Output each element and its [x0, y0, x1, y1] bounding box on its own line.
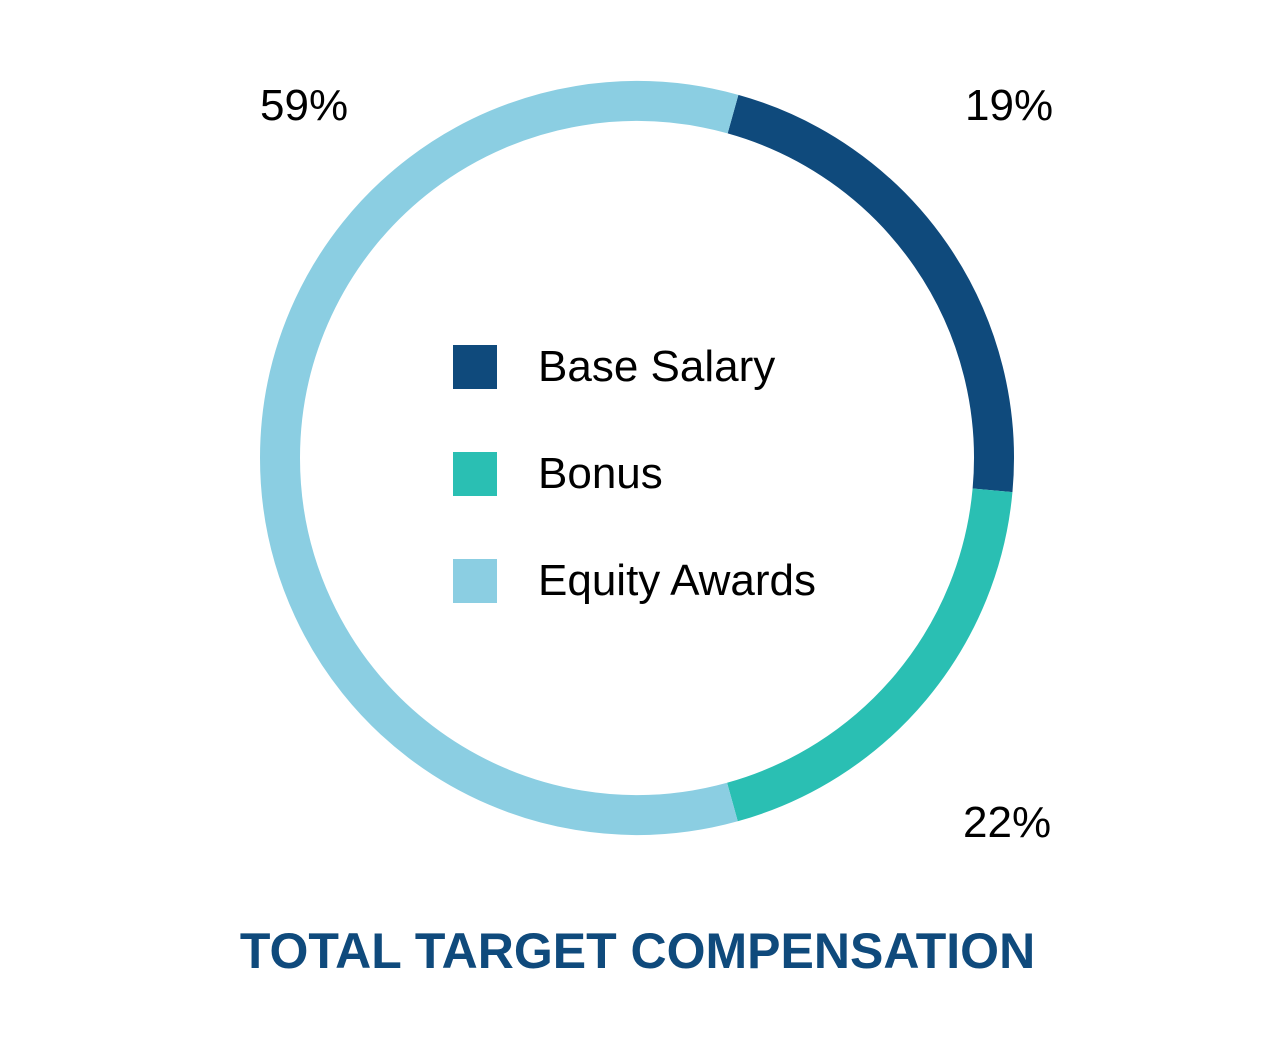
chart-title: TOTAL TARGET COMPENSATION: [239, 923, 1036, 979]
legend-item-bonus: Bonus: [453, 451, 816, 497]
bonus-swatch: [453, 452, 497, 496]
legend-item-equity-awards: Equity Awards: [453, 558, 816, 604]
legend-label: Equity Awards: [538, 556, 817, 605]
base-salary-arc: [727, 94, 1014, 493]
equity-awards-swatch: [453, 559, 497, 603]
bonus-arc: [727, 488, 1013, 822]
equity-awards-arc: [260, 81, 739, 835]
chart-legend: Base Salary Bonus Equity Awards: [453, 344, 816, 604]
bonus-percent-label: 22%: [963, 798, 1052, 847]
base-salary-percent-label: 19%: [965, 81, 1054, 130]
base-salary-swatch: [453, 345, 497, 389]
equity-awards-percent-label: 59%: [260, 81, 349, 130]
legend-label: Bonus: [538, 449, 663, 498]
legend-item-base-salary: Base Salary: [453, 344, 816, 390]
legend-label: Base Salary: [538, 342, 776, 391]
